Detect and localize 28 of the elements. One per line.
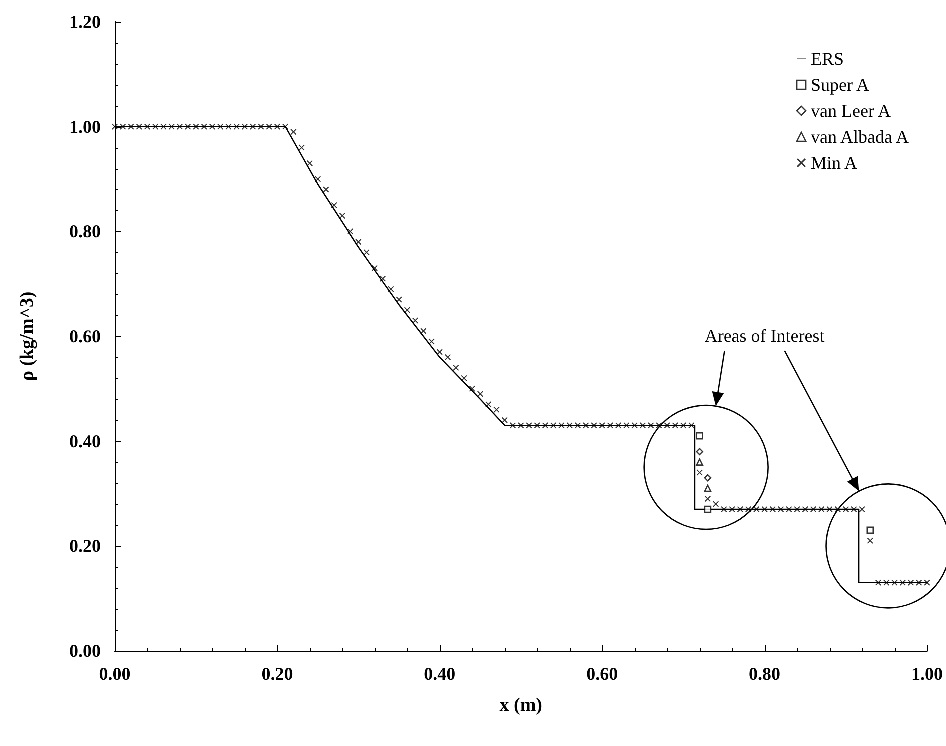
annotation: Areas of Interest (704, 326, 825, 347)
y-tick-label: 0.60 (70, 326, 101, 346)
x-tick-label: 0.40 (424, 664, 456, 684)
x-tick-label: 0.80 (749, 664, 781, 684)
y-tick-label: 1.00 (70, 116, 101, 137)
legend-label: Min A (811, 153, 858, 173)
point (704, 484, 712, 492)
y-axis-title: ρ (kg/m^3) (17, 292, 38, 382)
point (696, 432, 704, 440)
point (696, 458, 704, 466)
y-tick-label: 0.20 (70, 536, 101, 556)
legend-label: van Leer A (811, 101, 891, 121)
point (866, 526, 874, 534)
y-tick-label: 0.40 (70, 431, 101, 452)
x-tick-label: 0.00 (99, 664, 131, 684)
y-tick-label: 0.80 (70, 222, 101, 242)
x-tick-label: 0.20 (262, 664, 294, 684)
x-axis-title: x (m) (500, 695, 542, 716)
point (704, 474, 712, 482)
y-tick-label: 1.20 (70, 12, 101, 32)
x-tick-label: 1.00 (912, 664, 943, 684)
legend-label: van Albada A (811, 127, 910, 147)
x-tick-label: 0.60 (586, 664, 618, 684)
point (704, 506, 712, 514)
legend-label: Super A (811, 75, 870, 95)
legend-label: ERS (811, 49, 844, 69)
y-tick-label: 0.00 (70, 641, 101, 661)
point (696, 448, 704, 456)
